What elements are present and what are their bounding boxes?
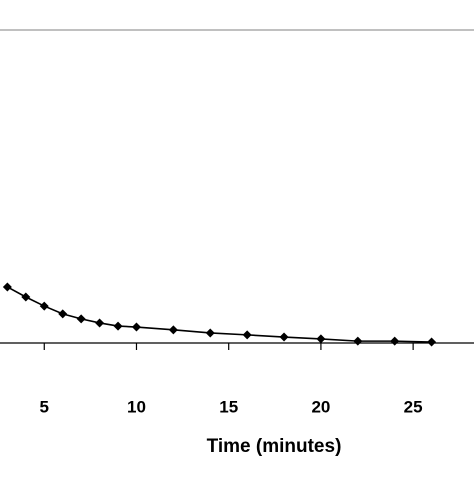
data-point xyxy=(427,337,437,347)
x-tick-label: 15 xyxy=(219,397,238,416)
x-tick-label: 5 xyxy=(40,397,49,416)
data-point xyxy=(390,336,400,346)
data-point xyxy=(131,322,141,332)
x-tick-label: 25 xyxy=(404,397,423,416)
data-point xyxy=(113,321,123,331)
series-line xyxy=(6,286,432,343)
data-point xyxy=(168,325,178,335)
data-point xyxy=(242,330,252,340)
data-point xyxy=(316,334,326,344)
data-point xyxy=(58,309,68,319)
x-tick-label: 10 xyxy=(127,397,146,416)
data-point xyxy=(205,328,215,338)
x-tick-label: 20 xyxy=(311,397,330,416)
data-point xyxy=(2,282,12,292)
data-point xyxy=(353,336,363,346)
data-point xyxy=(279,332,289,342)
data-point xyxy=(21,292,31,302)
data-point xyxy=(76,314,86,324)
data-point xyxy=(95,318,105,328)
data-point xyxy=(39,301,49,311)
x-axis-label: Time (minutes) xyxy=(207,436,342,457)
